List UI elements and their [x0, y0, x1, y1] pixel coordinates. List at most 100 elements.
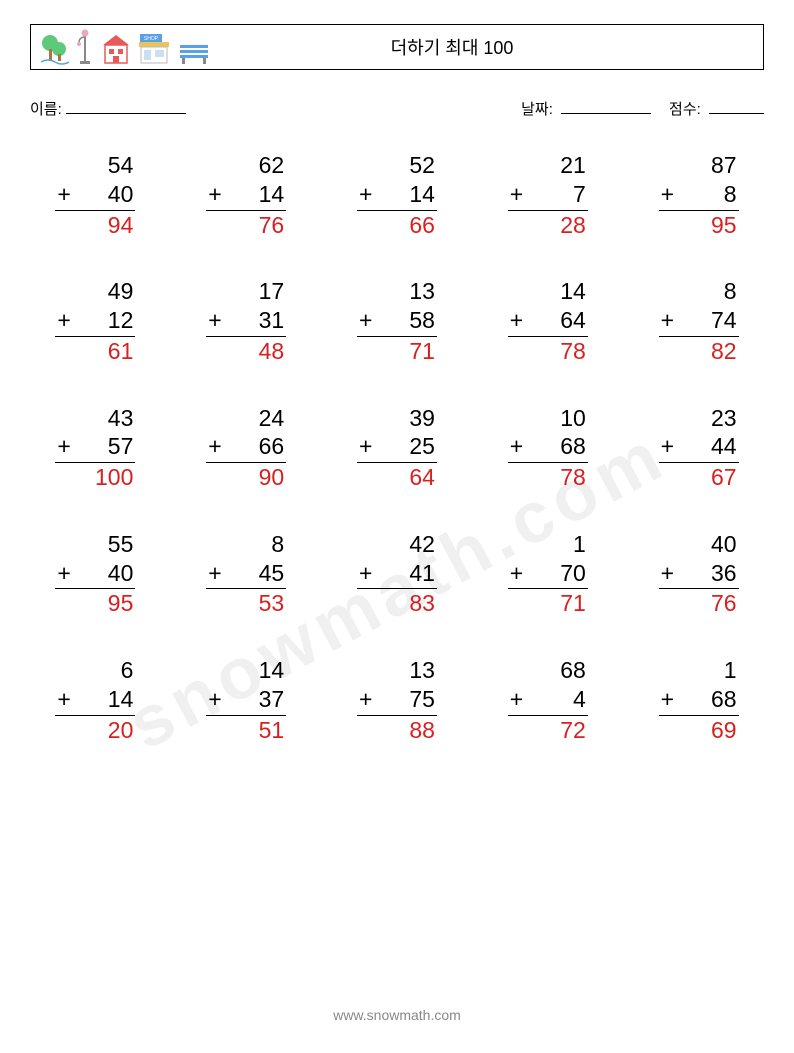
name-blank[interactable]	[66, 100, 186, 114]
addend-row: +64	[508, 306, 588, 337]
plus-sign: +	[661, 306, 674, 335]
addend-row: +68	[508, 432, 588, 463]
plus-sign: +	[208, 306, 221, 335]
score-blank[interactable]	[709, 100, 764, 114]
addend-row: +40	[55, 180, 135, 211]
answer: 53	[206, 589, 286, 618]
addend-bottom: 68	[560, 432, 586, 461]
plus-sign: +	[359, 180, 372, 209]
answer: 64	[357, 463, 437, 492]
addend-bottom: 36	[711, 559, 737, 588]
addend-bottom: 75	[409, 685, 435, 714]
addend-bottom: 7	[560, 180, 586, 209]
answer: 51	[206, 716, 286, 745]
date-blank[interactable]	[561, 100, 651, 114]
addend-row: +45	[206, 559, 286, 590]
bench-icon	[177, 41, 211, 65]
addend-top: 87	[659, 151, 739, 180]
plus-sign: +	[57, 685, 70, 714]
problem: 23+4467	[659, 404, 739, 492]
answer: 76	[206, 211, 286, 240]
footer-url: www.snowmath.com	[0, 1007, 794, 1023]
addend-top: 14	[206, 656, 286, 685]
plus-sign: +	[510, 432, 523, 461]
addend-row: + 8	[659, 180, 739, 211]
plus-sign: +	[57, 180, 70, 209]
addend-top: 21	[508, 151, 588, 180]
house-icon	[101, 31, 131, 65]
answer: 100	[55, 463, 135, 492]
addend-row: +25	[357, 432, 437, 463]
addend-row: +41	[357, 559, 437, 590]
problem: 42+4183	[357, 530, 437, 618]
answer: 78	[508, 337, 588, 366]
answer: 48	[206, 337, 286, 366]
addend-row: +57	[55, 432, 135, 463]
answer: 67	[659, 463, 739, 492]
addend-bottom: 58	[409, 306, 435, 335]
shop-icon: SHOP	[137, 31, 171, 65]
addend-bottom: 74	[711, 306, 737, 335]
addend-bottom: 12	[108, 306, 134, 335]
plus-sign: +	[359, 559, 372, 588]
addend-top: 14	[508, 277, 588, 306]
header-icons: SHOP	[41, 29, 211, 65]
problem: 8+7482	[659, 277, 739, 365]
answer: 90	[206, 463, 286, 492]
addend-bottom: 40	[108, 559, 134, 588]
plus-sign: +	[57, 306, 70, 335]
addend-top: 49	[55, 277, 135, 306]
problem: 54+4094	[55, 151, 135, 239]
addend-top: 24	[206, 404, 286, 433]
addend-row: + 7	[508, 180, 588, 211]
addend-top: 23	[659, 404, 739, 433]
addend-top: 8	[206, 530, 286, 559]
answer: 83	[357, 589, 437, 618]
plus-sign: +	[359, 432, 372, 461]
addend-bottom: 8	[711, 180, 737, 209]
problem: 87+ 895	[659, 151, 739, 239]
addend-row: +36	[659, 559, 739, 590]
addend-bottom: 44	[711, 432, 737, 461]
plus-sign: +	[661, 432, 674, 461]
answer: 95	[659, 211, 739, 240]
addend-row: +66	[206, 432, 286, 463]
addend-bottom: 45	[259, 559, 285, 588]
addend-row: +12	[55, 306, 135, 337]
plus-sign: +	[510, 180, 523, 209]
addend-top: 42	[357, 530, 437, 559]
addend-row: +44	[659, 432, 739, 463]
addend-row: + 4	[508, 685, 588, 716]
addend-top: 40	[659, 530, 739, 559]
addend-bottom: 31	[259, 306, 285, 335]
problem: 62+1476	[206, 151, 286, 239]
addend-bottom: 68	[711, 685, 737, 714]
problem: 13+5871	[357, 277, 437, 365]
problem: 1+6869	[659, 656, 739, 744]
problem: 24+6690	[206, 404, 286, 492]
addend-bottom: 14	[108, 685, 134, 714]
addend-bottom: 57	[108, 432, 134, 461]
addend-bottom: 14	[259, 180, 285, 209]
worksheet-title: 더하기 최대 100	[211, 34, 753, 60]
answer: 82	[659, 337, 739, 366]
addend-row: +14	[206, 180, 286, 211]
addend-top: 8	[659, 277, 739, 306]
answer: 95	[55, 589, 135, 618]
addend-top: 39	[357, 404, 437, 433]
plus-sign: +	[510, 559, 523, 588]
addend-top: 1	[508, 530, 588, 559]
addend-row: +37	[206, 685, 286, 716]
addend-top: 13	[357, 656, 437, 685]
problem: 1+7071	[508, 530, 588, 618]
addend-bottom: 64	[560, 306, 586, 335]
addend-top: 43	[55, 404, 135, 433]
answer: 69	[659, 716, 739, 745]
plus-sign: +	[510, 685, 523, 714]
answer: 66	[357, 211, 437, 240]
addend-row: +14	[357, 180, 437, 211]
answer: 94	[55, 211, 135, 240]
problem: 14+6478	[508, 277, 588, 365]
plus-sign: +	[208, 685, 221, 714]
addend-bottom: 14	[409, 180, 435, 209]
